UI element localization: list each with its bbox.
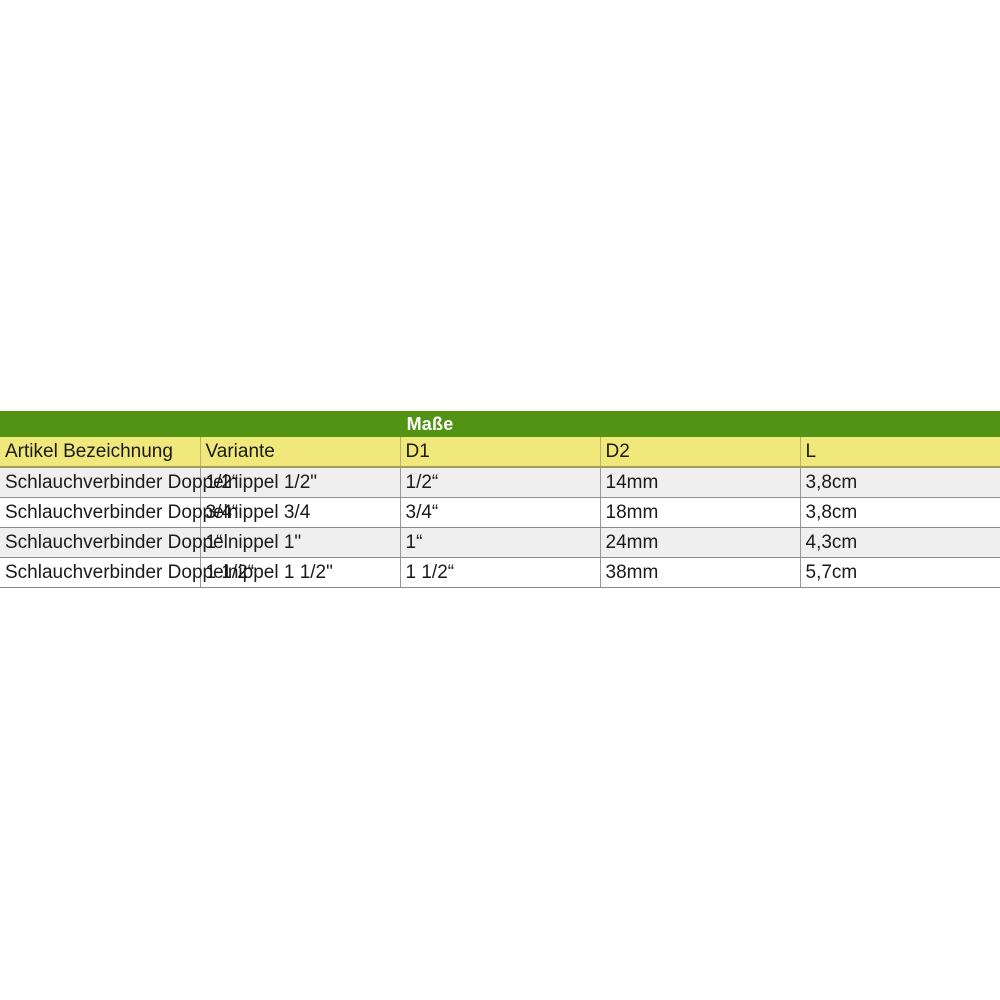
table-head: Maße Artikel Bezeichnung Variante D1 D2 … — [0, 411, 1000, 468]
column-header-row: Artikel Bezeichnung Variante D1 D2 L — [0, 437, 1000, 468]
cell-variante: 1/2“ — [200, 467, 401, 498]
column-header-artikel-bezeichnung: Artikel Bezeichnung — [0, 437, 201, 468]
cell-l: 5,7cm — [800, 557, 1000, 588]
table-row: Schlauchverbinder Doppelnippel 1 1/2" 1 … — [0, 557, 1000, 588]
cell-l: 3,8cm — [800, 467, 1000, 498]
table-row: Schlauchverbinder Doppelnippel 3/4 3/4“ … — [0, 497, 1000, 528]
specifications-table: Maße Artikel Bezeichnung Variante D1 D2 … — [0, 411, 1000, 588]
cell-variante: 1“ — [200, 527, 401, 558]
cell-l: 4,3cm — [800, 527, 1000, 558]
cell-d1: 1/2“ — [400, 467, 601, 498]
column-header-d1: D1 — [400, 437, 601, 468]
table-title-text: Maße — [406, 414, 454, 434]
cell-d2: 14mm — [600, 467, 801, 498]
cell-artikel-bezeichnung: Schlauchverbinder Doppelnippel 3/4 — [0, 497, 310, 528]
cell-d2: 18mm — [600, 497, 801, 528]
table-title-row: Maße — [0, 411, 1000, 437]
cell-d2: 24mm — [600, 527, 801, 558]
cell-artikel-bezeichnung: Schlauchverbinder Doppelnippel 1" — [0, 527, 301, 558]
cell-artikel-bezeichnung: Schlauchverbinder Doppelnippel 1/2" — [0, 467, 317, 498]
cell-l: 3,8cm — [800, 497, 1000, 528]
cell-d1: 3/4“ — [400, 497, 601, 528]
table-row: Schlauchverbinder Doppelnippel 1" 1“ 1“ … — [0, 527, 1000, 558]
table-body: Schlauchverbinder Doppelnippel 1/2" 1/2“… — [0, 467, 1000, 588]
cell-variante: 3/4“ — [200, 497, 401, 528]
cell-artikel-bezeichnung: Schlauchverbinder Doppelnippel 1 1/2" — [0, 557, 333, 588]
column-header-d2: D2 — [600, 437, 801, 468]
table-row: Schlauchverbinder Doppelnippel 1/2" 1/2“… — [0, 467, 1000, 498]
cell-variante: 1 1/2“ — [200, 557, 401, 588]
column-header-variante: Variante — [200, 437, 401, 468]
column-header-l: L — [800, 437, 1000, 468]
table-title-bar: Maße — [0, 411, 1000, 437]
cell-d1: 1 1/2“ — [400, 557, 601, 588]
cell-d2: 38mm — [600, 557, 801, 588]
cell-d1: 1“ — [400, 527, 601, 558]
